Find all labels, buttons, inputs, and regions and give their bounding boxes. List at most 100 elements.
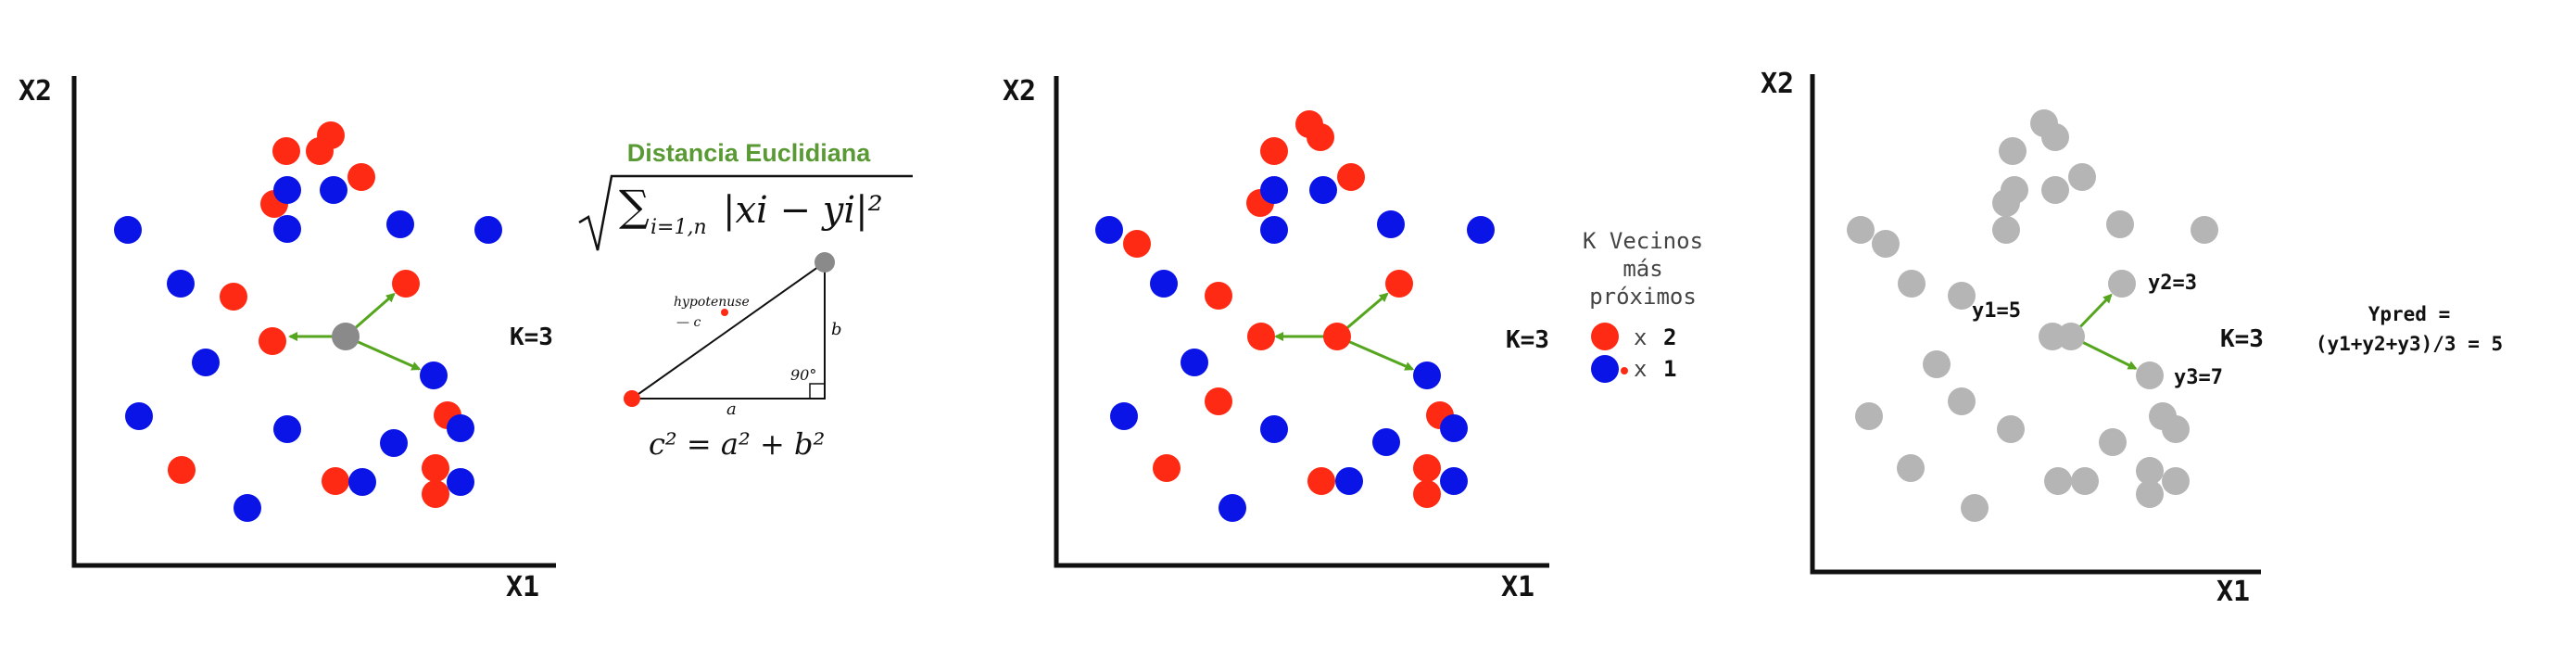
blue-point xyxy=(1110,402,1138,430)
gray-point xyxy=(2191,216,2218,244)
red-point xyxy=(322,467,349,495)
red-point xyxy=(392,270,420,298)
red-point xyxy=(1123,230,1151,258)
neighbor-arrow xyxy=(353,292,396,330)
gray-point xyxy=(2108,270,2136,298)
red-point xyxy=(1307,467,1335,495)
blue-point xyxy=(1260,216,1288,244)
panel2-axes xyxy=(1054,76,1549,568)
red-point xyxy=(220,283,247,311)
sqrt-symbol xyxy=(578,174,913,251)
gray-point xyxy=(1898,270,1926,298)
neighbor-arrow xyxy=(1345,292,1389,330)
legend-blue-red-dot xyxy=(1621,367,1628,374)
panel3-k-label: K=3 xyxy=(2220,325,2264,353)
gray-point xyxy=(1923,350,1951,378)
red-point xyxy=(422,454,449,482)
blue-point xyxy=(1440,467,1468,495)
gray-point xyxy=(1872,230,1900,258)
angle-label: 90° xyxy=(790,366,816,384)
blue-point xyxy=(192,349,220,376)
query-point-classified xyxy=(1323,323,1351,350)
panel3-x1-label: X1 xyxy=(2216,576,2250,608)
legend-blue-marker xyxy=(1591,355,1619,383)
gray-point xyxy=(2068,163,2096,191)
blue-point xyxy=(167,270,195,298)
red-point xyxy=(422,480,449,508)
formula-body: |xi − yi|² xyxy=(723,189,883,232)
gray-point xyxy=(2162,467,2190,495)
gray-point xyxy=(1997,415,2025,443)
formula-title: Distancia Euclidiana xyxy=(627,139,872,167)
blue-point xyxy=(320,176,347,204)
gray-point xyxy=(2001,176,2028,204)
blue-point xyxy=(1219,494,1246,522)
hypotenuse-sub-label: — c xyxy=(676,315,701,330)
blue-point xyxy=(1377,210,1405,238)
query-point xyxy=(332,323,360,350)
ypred-line1: Ypred = xyxy=(2368,303,2451,325)
hypotenuse-label: hypotenuse xyxy=(674,295,750,310)
gray-point xyxy=(2136,362,2164,389)
red-point xyxy=(1247,323,1275,350)
legend-red-prefix: x xyxy=(1634,324,1647,350)
right-angle-mark xyxy=(809,383,826,400)
panel2-x1-label: X1 xyxy=(1501,571,1534,603)
panel1-axes xyxy=(71,76,556,568)
panel-classification-vote: X2 X1 K=3 K Vecinos más próximos x 2 x 1 xyxy=(1003,75,1703,603)
gray-point xyxy=(1855,402,1883,430)
blue-point xyxy=(1335,467,1363,495)
panel1-points xyxy=(114,121,502,522)
gray-point xyxy=(1948,282,1976,310)
ypred-line2: (y1+y2+y3)/3 = 5 xyxy=(2316,333,2503,355)
neighbor-arrow xyxy=(2077,293,2113,329)
triangle-vertex-red xyxy=(624,390,640,407)
blue-point xyxy=(1260,415,1288,443)
red-point xyxy=(272,137,300,165)
blue-point xyxy=(114,216,142,244)
panel2-k-label: K=3 xyxy=(1506,326,1549,354)
gray-point xyxy=(1961,494,1989,522)
red-point xyxy=(1260,137,1288,165)
panel2-x2-label: X2 xyxy=(1003,75,1036,108)
y3-label: y3=7 xyxy=(2174,366,2223,389)
gray-point xyxy=(1992,216,2020,244)
blue-point xyxy=(1372,428,1400,456)
panel3-points xyxy=(1847,109,2218,522)
blue-point xyxy=(1260,176,1288,204)
blue-point xyxy=(273,415,301,443)
y1-label: y1=5 xyxy=(1972,299,2021,323)
knn-legend: K Vecinos más próximos x 2 x 1 xyxy=(1583,228,1703,383)
formula-sum: ∑ xyxy=(619,181,650,231)
red-point xyxy=(317,121,345,149)
red-point xyxy=(1205,387,1232,415)
legend-title-line3: próximos xyxy=(1589,284,1697,310)
legend-blue-count: 1 xyxy=(1663,356,1676,382)
blue-point xyxy=(1440,414,1468,442)
blue-point xyxy=(273,215,301,243)
euclidean-formula: Distancia Euclidiana ∑ i=1,n |xi − yi|² … xyxy=(578,139,913,462)
legend-red-count: 2 xyxy=(1663,324,1676,350)
legend-red-marker xyxy=(1591,323,1619,350)
blue-point xyxy=(348,468,376,496)
legend-blue-prefix: x xyxy=(1634,356,1647,382)
red-point xyxy=(1205,282,1232,310)
panel1-x2-label: X2 xyxy=(19,75,52,108)
gray-point xyxy=(1999,137,2027,165)
blue-point xyxy=(447,414,474,442)
blue-point xyxy=(234,494,261,522)
panel2-neighbor-arrows xyxy=(1274,292,1415,371)
gray-point xyxy=(1847,216,1875,244)
panel1-neighbor-arrows xyxy=(288,292,422,371)
blue-point xyxy=(1181,349,1208,376)
pythagoras-equation: c² = a² + b² xyxy=(649,426,825,462)
right-triangle xyxy=(628,260,826,400)
gray-point xyxy=(2071,467,2099,495)
red-point xyxy=(259,327,286,355)
blue-point xyxy=(1413,362,1441,389)
red-point xyxy=(1307,123,1334,151)
panel-classification-distance: X2 X1 K=3 xyxy=(19,75,556,603)
red-point xyxy=(347,163,375,191)
blue-point xyxy=(447,468,474,496)
gray-point xyxy=(2099,428,2127,456)
